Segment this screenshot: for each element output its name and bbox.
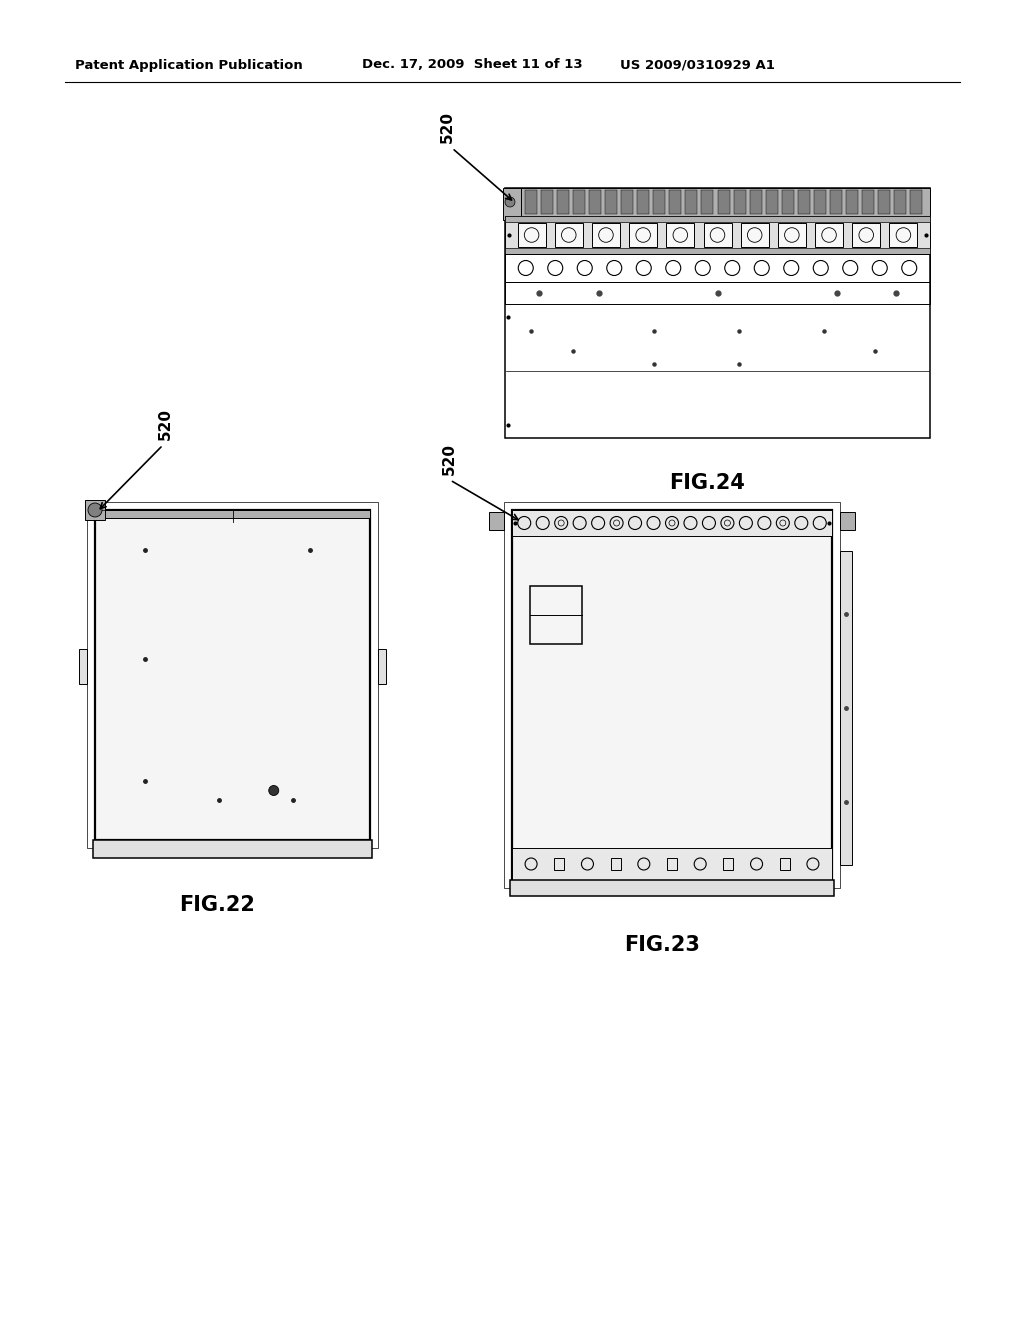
Text: FIG.24: FIG.24 xyxy=(670,473,745,492)
Circle shape xyxy=(268,785,279,796)
Bar xyxy=(509,190,521,214)
Bar xyxy=(95,510,370,840)
Bar xyxy=(87,502,378,847)
Bar xyxy=(852,223,881,247)
Bar xyxy=(554,858,564,870)
Bar xyxy=(667,858,677,870)
Bar xyxy=(573,190,585,214)
Bar xyxy=(667,223,694,247)
Bar xyxy=(95,510,370,517)
Bar xyxy=(512,510,831,880)
Bar xyxy=(592,223,620,247)
Text: Patent Application Publication: Patent Application Publication xyxy=(75,58,303,71)
Bar xyxy=(894,190,906,214)
Bar xyxy=(878,190,890,214)
Bar xyxy=(505,248,930,253)
Bar xyxy=(781,190,794,214)
Bar xyxy=(79,648,87,684)
Bar xyxy=(862,190,873,214)
Text: 520: 520 xyxy=(440,111,455,143)
Bar xyxy=(93,840,372,858)
Bar xyxy=(510,880,834,896)
Bar xyxy=(629,223,657,247)
Circle shape xyxy=(505,197,515,207)
Bar xyxy=(653,190,666,214)
Bar xyxy=(512,847,831,880)
Bar xyxy=(505,216,930,253)
Bar xyxy=(685,190,697,214)
Bar xyxy=(610,858,621,870)
Bar xyxy=(798,190,810,214)
Bar xyxy=(605,190,617,214)
Bar xyxy=(840,512,855,531)
Bar xyxy=(512,510,831,536)
Bar xyxy=(505,187,930,216)
Bar xyxy=(505,216,930,222)
Bar xyxy=(779,858,790,870)
Bar xyxy=(489,512,504,531)
Bar xyxy=(910,190,922,214)
Bar xyxy=(846,190,858,214)
Bar xyxy=(517,223,546,247)
Bar xyxy=(505,187,930,438)
Bar xyxy=(505,282,930,304)
Bar xyxy=(740,223,769,247)
Bar xyxy=(703,223,731,247)
Bar xyxy=(733,190,745,214)
Bar xyxy=(718,190,729,214)
Text: US 2009/0310929 A1: US 2009/0310929 A1 xyxy=(620,58,775,71)
Bar xyxy=(622,190,633,214)
Text: Dec. 17, 2009  Sheet 11 of 13: Dec. 17, 2009 Sheet 11 of 13 xyxy=(362,58,583,71)
Bar xyxy=(555,223,583,247)
Bar xyxy=(378,648,386,684)
Bar xyxy=(890,223,918,247)
Bar xyxy=(504,502,840,888)
Bar xyxy=(637,190,649,214)
Text: FIG.22: FIG.22 xyxy=(179,895,255,915)
Bar xyxy=(505,253,930,282)
Text: 520: 520 xyxy=(158,408,173,440)
Bar xyxy=(85,500,105,520)
Bar xyxy=(766,190,777,214)
Bar xyxy=(750,190,762,214)
Bar xyxy=(503,187,521,220)
Bar xyxy=(815,223,843,247)
Text: 520: 520 xyxy=(442,444,457,475)
Bar xyxy=(829,190,842,214)
Bar xyxy=(557,190,569,214)
Bar xyxy=(589,190,601,214)
Bar xyxy=(525,190,537,214)
Bar xyxy=(814,190,825,214)
Bar xyxy=(530,586,582,644)
Bar xyxy=(840,550,852,865)
Bar xyxy=(701,190,714,214)
Text: FIG.23: FIG.23 xyxy=(624,935,700,954)
Circle shape xyxy=(88,503,102,517)
Bar xyxy=(541,190,553,214)
Bar xyxy=(778,223,806,247)
Bar xyxy=(670,190,681,214)
Bar xyxy=(723,858,733,870)
